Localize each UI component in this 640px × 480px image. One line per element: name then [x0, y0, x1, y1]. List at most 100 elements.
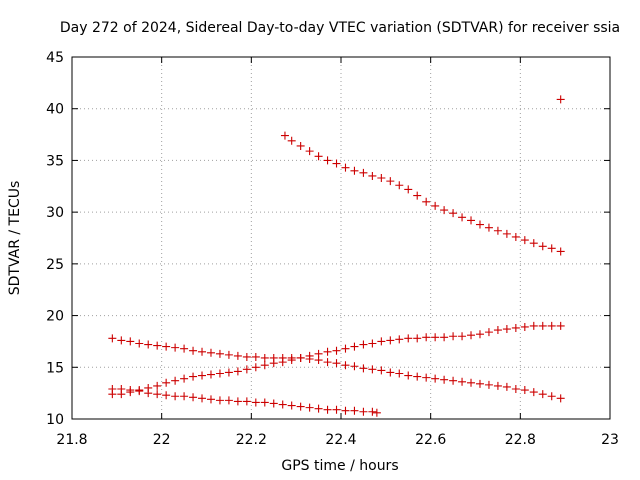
data-point — [368, 339, 377, 348]
data-point — [341, 406, 350, 415]
data-point — [404, 334, 413, 343]
data-point — [458, 332, 467, 341]
data-point — [368, 171, 377, 180]
data-point — [547, 392, 556, 401]
data-point — [449, 332, 458, 341]
x-tick-label: 22.4 — [325, 432, 356, 448]
data-point — [493, 226, 502, 235]
data-point — [350, 406, 359, 415]
data-point — [242, 365, 251, 374]
data-point — [305, 403, 314, 412]
x-tick-label: 22.6 — [415, 432, 446, 448]
data-point — [422, 333, 431, 342]
data-point — [260, 353, 269, 362]
data-point — [359, 407, 368, 416]
data-point — [332, 159, 341, 168]
data-point — [449, 209, 458, 218]
data-point — [162, 391, 171, 400]
data-point — [314, 349, 323, 358]
data-point — [251, 363, 260, 372]
data-point — [233, 351, 242, 360]
data-point — [287, 401, 296, 410]
data-point — [350, 342, 359, 351]
plot-frame — [71, 56, 611, 420]
data-point — [431, 374, 440, 383]
data-point — [458, 377, 467, 386]
data-point — [556, 95, 565, 104]
y-tick-label: 35 — [46, 153, 64, 169]
data-point — [484, 223, 493, 232]
ticks-layer: 21.8 22 22.2 22.4 22.6 22.8 23 10 15 20 25 30 35 40 45 — [46, 50, 619, 448]
data-point — [251, 352, 260, 361]
data-point — [556, 394, 565, 403]
data-point — [242, 397, 251, 406]
data-point — [296, 141, 305, 150]
data-point — [431, 333, 440, 342]
data-point — [198, 394, 207, 403]
data-point — [413, 372, 422, 381]
data-point — [278, 400, 287, 409]
data-point — [377, 366, 386, 375]
data-point — [323, 405, 332, 414]
series-track-C — [108, 334, 565, 403]
data-point — [395, 335, 404, 344]
data-point — [269, 399, 278, 408]
data-point — [422, 373, 431, 382]
data-point — [359, 364, 368, 373]
data-point — [538, 242, 547, 251]
series-track-B — [556, 95, 565, 104]
data-point — [323, 358, 332, 367]
data-point — [520, 322, 529, 331]
data-point — [224, 368, 233, 377]
data-point — [215, 369, 224, 378]
data-point — [144, 340, 153, 349]
data-point — [180, 392, 189, 401]
data-point — [440, 206, 449, 215]
data-point — [538, 321, 547, 330]
data-point — [108, 334, 117, 343]
data-point — [332, 359, 341, 368]
data-point — [189, 393, 198, 402]
x-tick-label: 22.2 — [236, 432, 267, 448]
series-track-A — [280, 131, 565, 256]
y-tick-label: 25 — [46, 257, 64, 273]
data-point — [484, 328, 493, 337]
data-point — [368, 365, 377, 374]
data-point — [126, 337, 135, 346]
data-point — [556, 247, 565, 256]
data-point — [305, 351, 314, 360]
data-point — [511, 323, 520, 332]
data-point — [162, 378, 171, 387]
data-point — [144, 389, 153, 398]
data-point — [386, 336, 395, 345]
data-point — [467, 378, 476, 387]
data-point — [287, 136, 296, 145]
data-point — [359, 340, 368, 349]
data-point — [171, 392, 180, 401]
data-point — [171, 376, 180, 385]
data-point — [520, 236, 529, 245]
data-point — [404, 185, 413, 194]
data-point — [484, 380, 493, 389]
data-point — [296, 353, 305, 362]
y-tick-label: 10 — [46, 412, 64, 428]
data-point — [117, 336, 126, 345]
data-point — [404, 371, 413, 380]
series-track-D — [108, 321, 565, 399]
data-point — [332, 405, 341, 414]
data-point — [395, 181, 404, 190]
data-point — [547, 244, 556, 253]
marks-layer — [108, 95, 565, 417]
data-point — [556, 321, 565, 330]
data-point — [117, 385, 126, 394]
data-point — [171, 343, 180, 352]
y-axis-label: SDTVAR / TECUs — [7, 181, 23, 296]
data-point — [502, 325, 511, 334]
data-point — [368, 407, 377, 416]
data-point — [422, 197, 431, 206]
data-point — [323, 347, 332, 356]
data-point — [493, 326, 502, 335]
data-point — [359, 168, 368, 177]
